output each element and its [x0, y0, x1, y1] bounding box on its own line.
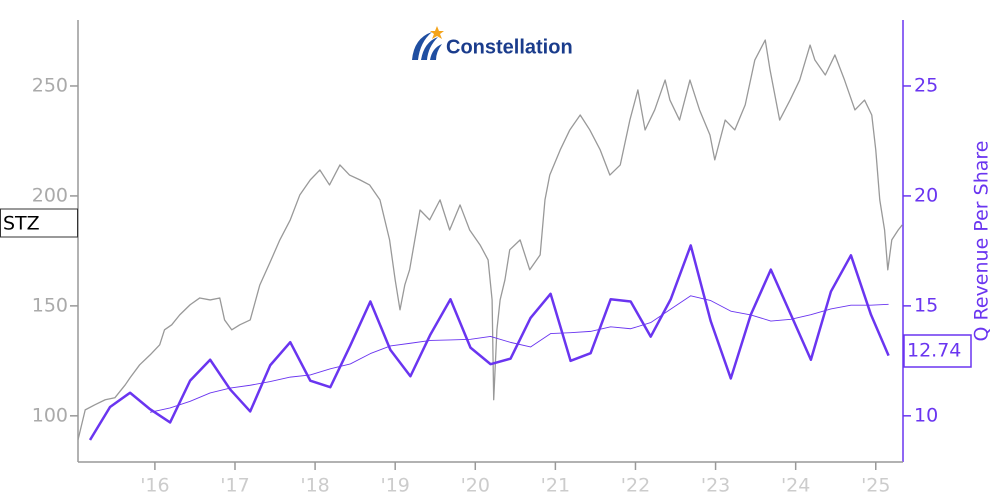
x-tick-label: '19 [380, 475, 409, 497]
x-tick-label: '23 [701, 475, 730, 497]
y-tick-label: 150 [32, 294, 68, 316]
last-value-box [903, 334, 972, 368]
x-tick-label: '18 [300, 475, 329, 497]
x-tick-label: '22 [621, 475, 650, 497]
x-tick-label: '24 [781, 475, 810, 497]
series-line [88, 244, 890, 441]
y-tick-label: 200 [32, 184, 68, 206]
logo-icon [421, 37, 438, 60]
logo-star [430, 26, 444, 39]
logo-text: Constellation [446, 36, 573, 58]
y2-tick-label: 10 [914, 404, 938, 426]
y2-tick-label: 25 [914, 74, 938, 96]
series-line [149, 295, 889, 413]
price-line [77, 39, 903, 440]
x-tick-label: '25 [861, 475, 890, 497]
x-tick-label: '16 [140, 475, 169, 497]
last-value-label: 12.74 [907, 340, 961, 362]
y-tick-label: 100 [32, 404, 68, 426]
x-tick-label: '17 [220, 475, 249, 497]
y2-axis-label: Q Revenue Per Share [971, 141, 993, 342]
logo-icon [430, 44, 442, 60]
y2-tick-label: 15 [914, 294, 938, 316]
y-tick-label: 250 [32, 74, 68, 96]
x-tick-label: '21 [541, 475, 570, 497]
series-name-box [0, 208, 78, 238]
y2-tick-label: 20 [914, 184, 938, 206]
x-tick-label: '20 [461, 475, 490, 497]
logo: Constellation [412, 26, 573, 60]
logo-icon [412, 32, 432, 60]
series-name: STZ [3, 213, 40, 235]
